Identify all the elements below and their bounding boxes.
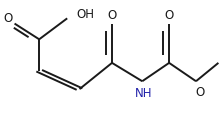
- Text: OH: OH: [76, 8, 94, 21]
- Text: O: O: [107, 9, 117, 22]
- Text: NH: NH: [135, 87, 152, 100]
- Text: O: O: [164, 9, 174, 22]
- Text: O: O: [196, 86, 205, 99]
- Text: O: O: [3, 12, 13, 25]
